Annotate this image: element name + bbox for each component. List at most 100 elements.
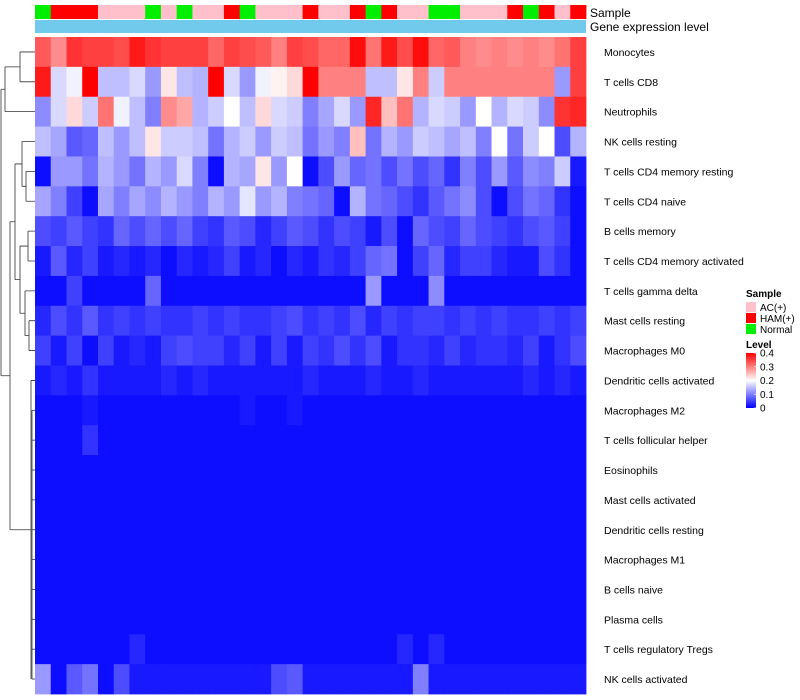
heatmap-cell	[82, 216, 99, 247]
heatmap-cell	[66, 395, 83, 426]
heatmap-cell	[570, 664, 587, 695]
heatmap-cell	[412, 574, 429, 605]
heatmap-cell	[286, 514, 304, 546]
heatmap-cell	[412, 126, 429, 157]
heatmap-cell	[271, 664, 288, 695]
heatmap-cell	[570, 216, 587, 247]
heatmap-cell	[570, 604, 587, 635]
heatmap-cell	[145, 216, 162, 247]
heatmap-cell	[223, 335, 241, 366]
sample-annotation-cell	[349, 5, 366, 19]
heatmap-cell	[129, 246, 146, 277]
heatmap-cell	[208, 246, 225, 277]
heatmap-cell	[239, 484, 256, 516]
heatmap-cell	[35, 484, 52, 516]
heatmap-cell	[428, 126, 445, 157]
heatmap-cell	[271, 156, 288, 187]
heatmap-cell	[381, 365, 398, 396]
heatmap-cell	[255, 216, 272, 247]
heatmap-cell	[523, 335, 540, 366]
heatmap-cell	[570, 395, 587, 426]
heatmap-cell	[444, 425, 461, 456]
heatmap-cell	[113, 66, 130, 98]
heatmap-cell	[349, 246, 366, 277]
heatmap-cell	[538, 66, 555, 98]
heatmap-cell	[223, 246, 241, 277]
heatmap-cell	[397, 37, 414, 68]
heatmap-cell	[192, 305, 209, 337]
heatmap-cell	[491, 305, 508, 337]
heatmap-cell	[50, 66, 67, 98]
heatmap-cell	[50, 664, 67, 695]
sample-annotation-cell	[97, 5, 115, 19]
heatmap-cell	[538, 126, 555, 157]
heatmap-cell	[302, 66, 319, 98]
heatmap-cell	[538, 96, 555, 127]
annotation-label-gene-expression: Gene expression level	[590, 20, 709, 34]
row-labels: Monocytes T cells CD8 Neutrophils NK cells …	[604, 47, 744, 686]
heatmap-cell	[129, 514, 146, 546]
heatmap-cell	[397, 126, 414, 157]
heatmap-cell	[475, 425, 492, 456]
heatmap-cell	[460, 544, 477, 575]
heatmap-cell	[507, 395, 524, 426]
sample-annotation-cell	[302, 5, 319, 19]
heatmap-cell	[255, 664, 272, 695]
heatmap-cell	[523, 96, 540, 127]
heatmap-cell	[113, 604, 130, 635]
heatmap-cell	[113, 37, 130, 68]
heatmap-cell	[444, 305, 461, 337]
heatmap-cell	[129, 395, 146, 426]
heatmap-cell	[192, 66, 209, 98]
heatmap-cell	[145, 96, 162, 127]
heatmap-cell	[271, 484, 288, 516]
heatmap-cell	[491, 395, 508, 426]
sample-annotation-cell	[523, 5, 540, 19]
heatmap-cell	[554, 246, 571, 277]
dendrogram-branch	[14, 163, 22, 281]
heatmap-cell	[145, 126, 162, 157]
heatmap-cell	[491, 335, 508, 366]
heatmap-cell	[66, 126, 83, 157]
heatmap-cell	[491, 514, 508, 546]
heatmap-cell	[160, 425, 178, 456]
heatmap-cell	[129, 544, 146, 575]
heatmap-cell	[523, 126, 540, 157]
heatmap-cell	[160, 664, 178, 695]
heatmap-cell	[318, 604, 335, 635]
heatmap-cell	[397, 574, 414, 605]
heatmap-cell	[523, 186, 540, 217]
row-label: Macrophages M1	[604, 555, 685, 567]
heatmap-cell	[460, 634, 477, 665]
heatmap-cell	[50, 634, 67, 665]
heatmap-cell	[82, 126, 99, 157]
heatmap-cell	[397, 455, 414, 486]
sample-annotation-cell	[491, 5, 508, 19]
heatmap-cell	[271, 544, 288, 575]
heatmap-cell	[97, 634, 115, 665]
heatmap-cell	[554, 574, 571, 605]
heatmap-cell	[318, 365, 335, 396]
heatmap-cell	[397, 216, 414, 247]
heatmap-cell	[475, 634, 492, 665]
heatmap-cell	[208, 335, 225, 366]
heatmap-cell	[318, 96, 335, 127]
heatmap-cell	[302, 156, 319, 187]
heatmap-cell	[475, 335, 492, 366]
heatmap-cell	[460, 455, 477, 486]
heatmap-cell	[255, 365, 272, 396]
heatmap-cell	[349, 335, 366, 366]
heatmap-cell	[113, 96, 130, 127]
heatmap-cell	[334, 574, 351, 605]
heatmap-cell	[412, 395, 429, 426]
row-label: Mast cells resting	[604, 316, 685, 328]
heatmap-cell	[365, 275, 382, 307]
heatmap-cell	[35, 156, 52, 187]
heatmap-cell	[82, 395, 99, 426]
heatmap-cell	[97, 544, 115, 575]
heatmap-cell	[97, 126, 115, 157]
heatmap-cell	[412, 455, 429, 486]
heatmap-cell	[460, 305, 477, 337]
heatmap-cell	[302, 514, 319, 546]
heatmap-cell	[444, 216, 461, 247]
